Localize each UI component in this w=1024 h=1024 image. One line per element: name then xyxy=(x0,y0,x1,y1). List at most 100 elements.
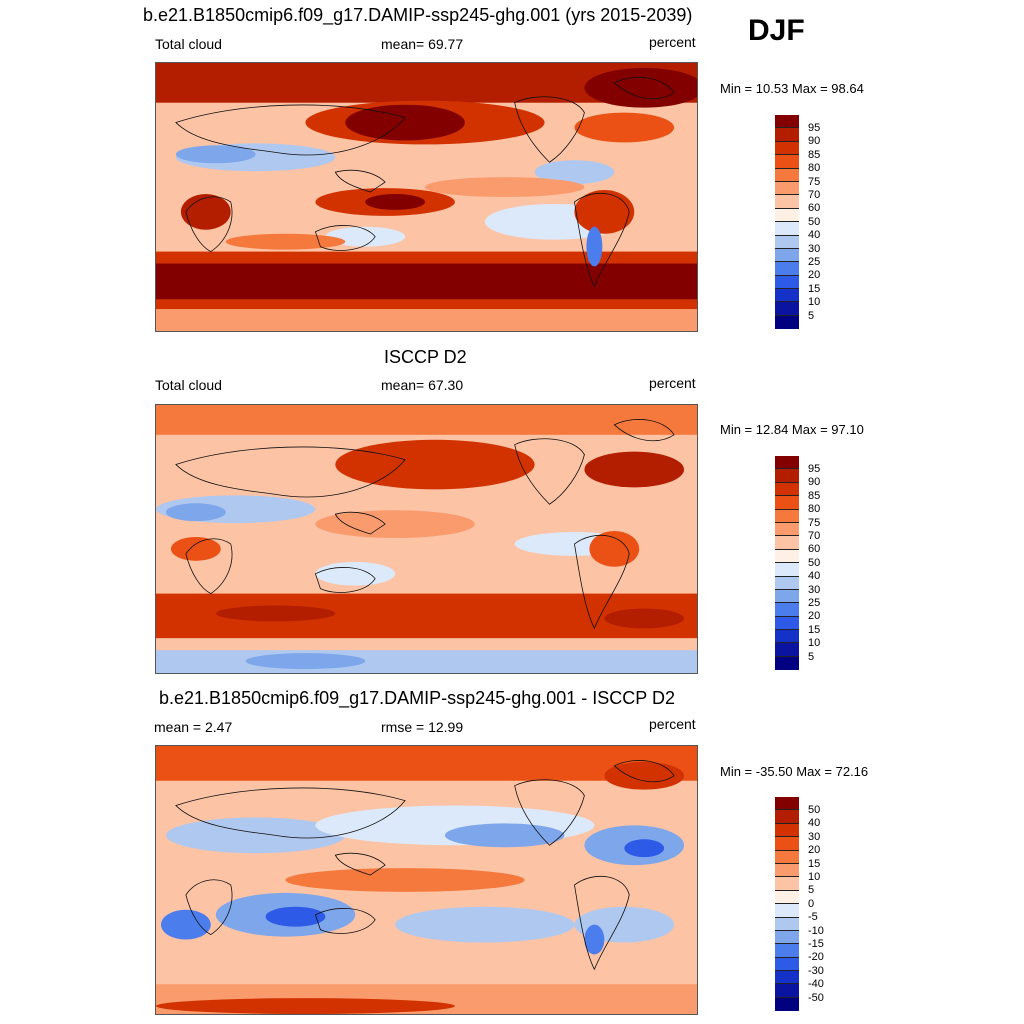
colorbar-swatch xyxy=(775,128,799,142)
colorbar-tick: 80 xyxy=(808,162,821,174)
colorbar-swatch xyxy=(775,971,799,985)
colorbar-swatch xyxy=(775,496,799,510)
colorbar-swatch xyxy=(775,576,799,590)
colorbar-tick: 95 xyxy=(808,463,821,475)
colorbar-swatch xyxy=(775,797,799,811)
colorbar-swatch xyxy=(775,917,799,931)
colorbar-tick: -30 xyxy=(808,965,824,977)
map-difference xyxy=(155,745,698,1015)
colorbar-tick: 80 xyxy=(808,503,821,515)
colorbar-tick: 30 xyxy=(808,831,821,843)
colorbar-tick: 25 xyxy=(808,256,821,268)
colorbar-tick: 40 xyxy=(808,570,821,582)
colorbar-swatch xyxy=(775,997,799,1012)
colorbar-swatch xyxy=(775,141,799,156)
colorbar-tick: 5 xyxy=(808,310,815,322)
colorbar-tick: 70 xyxy=(808,530,821,542)
colorbar-swatch xyxy=(775,208,799,223)
colorbar-swatch xyxy=(775,155,799,169)
colorbar-tick: 25 xyxy=(808,597,821,609)
colorbar-tick: 60 xyxy=(808,202,821,214)
panel-title: ISCCP D2 xyxy=(384,347,467,367)
colorbar-tick: 15 xyxy=(808,283,821,295)
colorbar-swatch xyxy=(775,248,799,263)
colorbar-tick: 30 xyxy=(808,243,821,255)
colorbar-tick: -5 xyxy=(808,911,818,923)
mean-label: mean= 67.30 xyxy=(381,377,464,393)
colorbar-swatch xyxy=(775,181,799,196)
colorbar-swatch xyxy=(775,890,799,905)
colorbar-swatch xyxy=(775,168,799,182)
colorbar-swatch xyxy=(775,984,799,998)
colorbar-swatch xyxy=(775,469,799,483)
colorbar-swatch xyxy=(775,522,799,537)
map-observation xyxy=(155,404,698,674)
colorbar-swatch xyxy=(775,850,799,864)
colorbar-swatch xyxy=(775,262,799,276)
mean-label: mean = 2.47 xyxy=(154,719,233,735)
colorbar-tick: 10 xyxy=(808,296,821,308)
colorbar-swatch xyxy=(775,603,799,617)
colorbar-swatch xyxy=(775,877,799,891)
units-label: percent xyxy=(649,375,696,391)
colorbar-swatch xyxy=(775,589,799,604)
colorbar-swatch xyxy=(775,195,799,209)
colorbar-tick: 15 xyxy=(808,624,821,636)
minmax-label: Min = 10.53 Max = 98.64 xyxy=(720,81,864,96)
colorbar-tick: 10 xyxy=(808,871,821,883)
colorbar-tick: -50 xyxy=(808,992,824,1004)
mean-label: mean= 69.77 xyxy=(381,36,464,52)
colorbar-tick: -40 xyxy=(808,978,824,990)
colorbar-swatch xyxy=(775,115,799,129)
panel-title: b.e21.B1850cmip6.f09_g17.DAMIP-ssp245-gh… xyxy=(143,5,693,25)
colorbar-tick: 75 xyxy=(808,517,821,529)
colorbar-swatch xyxy=(775,456,799,470)
minmax-label: Min = 12.84 Max = 97.10 xyxy=(720,422,864,437)
colorbar-tick: 20 xyxy=(808,269,821,281)
colorbar-swatch xyxy=(775,549,799,564)
colorbar-tick: 50 xyxy=(808,216,821,228)
colorbar-tick: 90 xyxy=(808,135,821,147)
colorbar-swatch xyxy=(775,630,799,644)
colorbar-tick: 15 xyxy=(808,858,821,870)
colorbar-swatch xyxy=(775,837,799,851)
colorbar-tick: 40 xyxy=(808,817,821,829)
rmse-label: rmse = 12.99 xyxy=(381,719,464,735)
colorbar xyxy=(775,115,799,330)
colorbar-tick: 30 xyxy=(808,584,821,596)
season-label: DJF xyxy=(748,14,805,47)
panel-title: b.e21.B1850cmip6.f09_g17.DAMIP-ssp245-gh… xyxy=(159,688,675,708)
colorbar-tick: 0 xyxy=(808,898,815,910)
colorbar-tick: 10 xyxy=(808,637,821,649)
colorbar-swatch xyxy=(775,643,799,657)
colorbar-swatch xyxy=(775,509,799,523)
colorbar-tick: 20 xyxy=(808,844,821,856)
colorbar-tick: -15 xyxy=(808,938,824,950)
colorbar-swatch xyxy=(775,315,799,330)
colorbar-swatch xyxy=(775,656,799,671)
colorbar-swatch xyxy=(775,536,799,550)
colorbar-tick: 95 xyxy=(808,122,821,134)
colorbar-tick: 75 xyxy=(808,176,821,188)
variable-label: Total cloud xyxy=(155,36,222,52)
colorbar-swatch xyxy=(775,904,799,918)
colorbar xyxy=(775,797,799,1012)
colorbar-swatch xyxy=(775,944,799,958)
units-label: percent xyxy=(649,34,696,50)
colorbar-tick: -10 xyxy=(808,925,824,937)
colorbar-tick: 50 xyxy=(808,804,821,816)
colorbar-tick: 40 xyxy=(808,229,821,241)
colorbar-tick: 20 xyxy=(808,610,821,622)
colorbar-swatch xyxy=(775,235,799,249)
colorbar-swatch xyxy=(775,957,799,972)
colorbar-swatch xyxy=(775,302,799,316)
colorbar-tick: 5 xyxy=(808,884,815,896)
colorbar-swatch xyxy=(775,275,799,290)
colorbar-swatch xyxy=(775,289,799,303)
minmax-label: Min = -35.50 Max = 72.16 xyxy=(720,764,869,779)
colorbar-tick: 85 xyxy=(808,149,821,161)
colorbar-tick: -20 xyxy=(808,951,824,963)
colorbar-swatch xyxy=(775,616,799,631)
map-model xyxy=(155,62,698,332)
colorbar-swatch xyxy=(775,810,799,824)
